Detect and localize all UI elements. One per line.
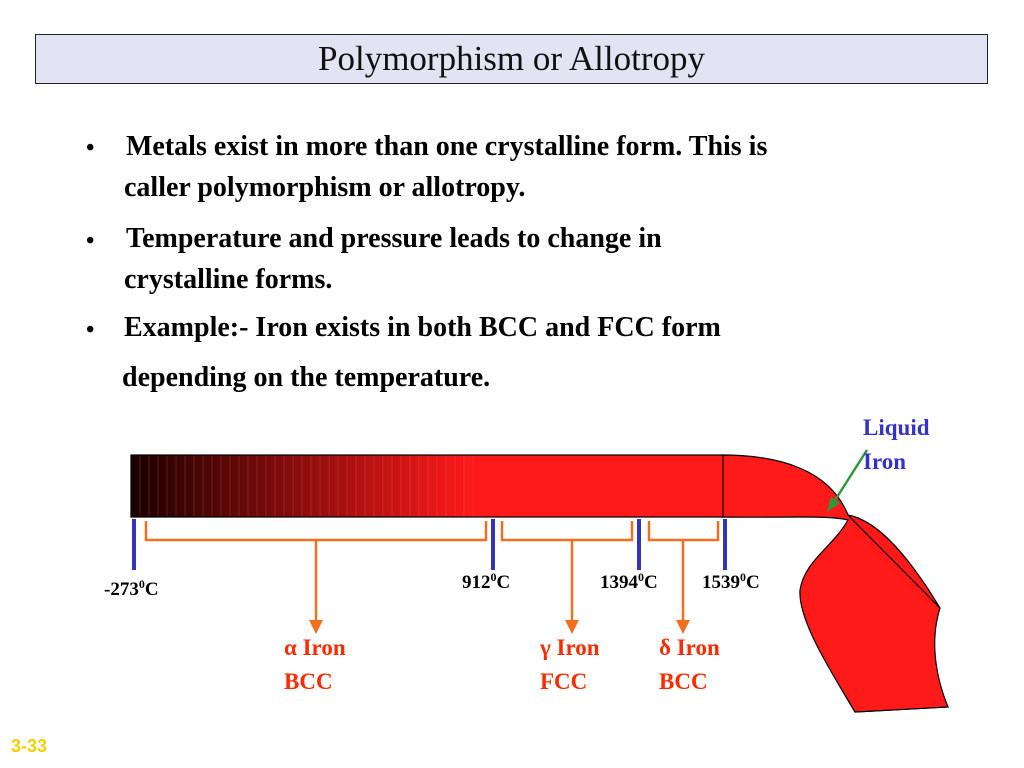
liquid-label-line-1: Liquid: [863, 415, 930, 440]
delta-structure-label: BCC: [659, 669, 708, 694]
bullet-3-line-2: depending on the temperature.: [122, 362, 491, 393]
gamma-arrowhead: [565, 620, 579, 634]
bullet-2-line-2: crystalline forms.: [124, 264, 333, 295]
temperature-bar: [130, 454, 724, 518]
temp-label-1539: 15390C: [702, 570, 760, 593]
delta-bracket: [647, 521, 720, 542]
bullet-marker: •: [86, 228, 95, 254]
temp-label-minus-273: -2730C: [104, 577, 159, 600]
phase-brackets: [144, 521, 720, 622]
phase-arrowheads: [309, 620, 690, 634]
slide-number: 3-33: [11, 736, 48, 756]
delta-iron-label: δ Iron: [659, 635, 720, 660]
liquid-iron-arrow-line: [830, 449, 869, 506]
bullet-marker: •: [86, 317, 95, 343]
bullet-1-line-2: caller polymorphism or allotropy.: [124, 172, 526, 203]
title-box: Polymorphism or Allotropy: [35, 34, 988, 84]
temperature-ticks: [132, 519, 727, 570]
bullet-3-line-1: Example:- Iron exists in both BCC and FC…: [124, 312, 721, 343]
liquid-iron-shape: [721, 454, 949, 713]
gamma-bracket: [500, 521, 634, 542]
slide-title: Polymorphism or Allotropy: [318, 39, 705, 78]
bullet-list: • Metals exist in more than one crystall…: [86, 131, 768, 393]
alpha-arrowhead: [309, 620, 323, 634]
gamma-iron-label: γ Iron: [539, 635, 600, 660]
bar-stripes: [139, 456, 474, 516]
liquid-iron-arrowhead: [827, 497, 840, 512]
temp-label-912: 9120C: [462, 570, 510, 593]
delta-arrowhead: [676, 620, 690, 634]
alpha-bracket: [144, 521, 488, 542]
liquid-label-line-2: Iron: [863, 449, 906, 474]
bullet-1-line-1: Metals exist in more than one crystallin…: [126, 131, 768, 162]
alpha-structure-label: BCC: [284, 669, 333, 694]
bullet-marker: •: [86, 135, 95, 161]
temp-label-1394: 13940C: [600, 570, 658, 593]
alpha-iron-label: α Iron: [284, 635, 346, 660]
gamma-structure-label: FCC: [540, 669, 587, 694]
bullet-2-line-1: Temperature and pressure leads to change…: [126, 223, 662, 254]
